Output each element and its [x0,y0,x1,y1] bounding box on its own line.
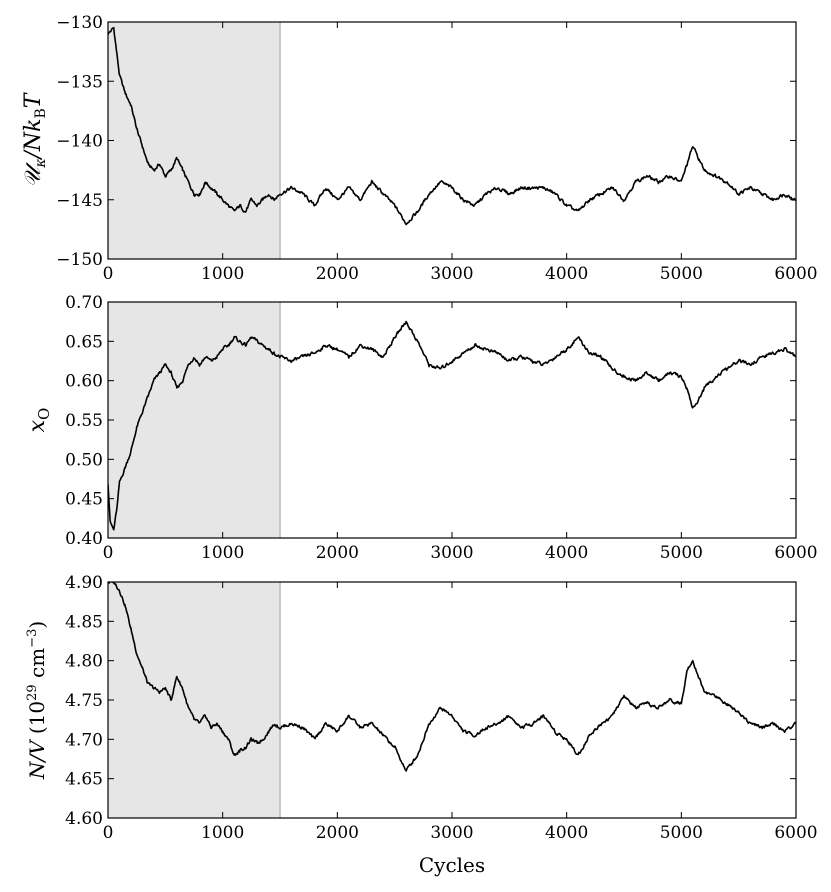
x-tick-label: 4000 [545,543,588,563]
series-line [108,582,796,772]
y-tick-label: −140 [56,132,103,152]
equilibration-region [108,302,280,538]
y-tick-label: 4.90 [65,573,103,593]
y-tick-label: 4.80 [65,652,103,672]
y-tick-label: 0.50 [65,450,103,470]
series-line [108,26,796,226]
y-tick-label: 0.60 [65,372,103,392]
series-line [108,320,796,531]
x-tick-label: 5000 [660,543,703,563]
axes-frame [107,581,797,819]
y-tick-label: 0.55 [65,411,103,431]
y-axis-label: N/V (1029 cm−3) [25,621,49,780]
x-tick-label: 0 [103,264,114,284]
y-tick-label: 4.70 [65,730,103,750]
y-tick-label: −150 [56,250,103,270]
y-tick-label: 4.75 [65,691,103,711]
x-tick-label: 5000 [660,264,703,284]
x-tick-label: 2000 [316,264,359,284]
panel-1: 0 1000 2000 3000 4000 5000 6000 −150 −145 −140 −13… [21,13,818,284]
x-tick-label: 4000 [545,823,588,843]
x-tick-label: 3000 [430,264,473,284]
y-tick-label: 4.85 [65,612,103,632]
x-tick-label: 1000 [201,823,244,843]
axes-frame [107,21,797,260]
x-tick-label: 3000 [430,543,473,563]
x-tick-label: 1000 [201,264,244,284]
y-tick-label: 0.70 [65,293,103,313]
x-tick-label: 0 [103,543,114,563]
y-tick-label: 4.60 [65,809,103,829]
x-tick-label: 3000 [430,823,473,843]
equilibration-region [108,582,280,818]
x-tick-label: 0 [103,823,114,843]
x-tick-label: 4000 [545,264,588,284]
x-tick-label: 6000 [774,823,817,843]
y-tick-label: −135 [56,72,103,92]
y-tick-label: 0.65 [65,332,103,352]
x-tick-label: 2000 [316,823,359,843]
y-tick-label: 4.65 [65,770,103,790]
x-axis-label: Cycles [419,853,485,877]
panel-2: 0 1000 2000 3000 4000 5000 6000 0.40 0.45 0.50 0.5… [25,293,818,563]
x-tick-label: 6000 [774,543,817,563]
x-tick-label: 2000 [316,543,359,563]
y-tick-label: −130 [56,13,103,33]
x-tick-label: 1000 [201,543,244,563]
y-tick-label: 0.40 [65,529,103,549]
x-tick-label: 5000 [660,823,703,843]
equilibration-region [108,22,280,259]
y-tick-label: 0.45 [65,490,103,510]
y-axis-label: 𝒰κ/NkBT [21,91,49,187]
y-tick-label: −145 [56,191,103,211]
y-axis-label: xO [25,408,53,433]
x-tick-label: 6000 [774,264,817,284]
panel-3: 0 1000 2000 3000 4000 5000 6000 4.60 4.65 4.70 4.7… [25,573,818,877]
axes-frame [107,301,797,539]
